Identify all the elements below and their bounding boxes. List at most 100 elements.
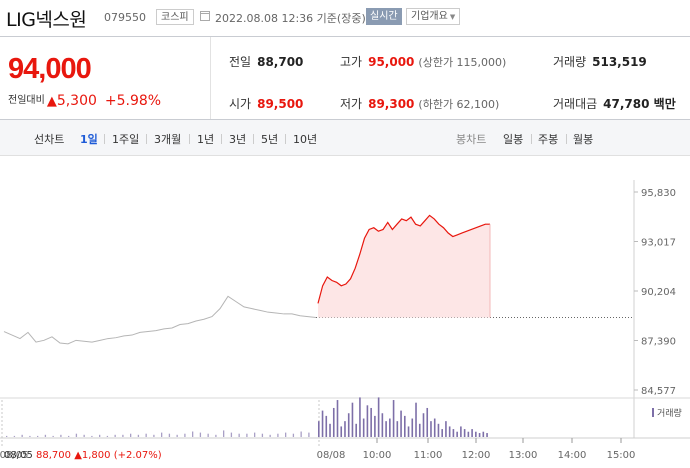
tab-separator [566,134,567,144]
panel-divider [210,37,211,119]
tab-5y[interactable]: 5년 [261,133,279,146]
volume-bar [422,413,425,437]
tab-10y[interactable]: 10년 [293,133,318,146]
tab-3y[interactable]: 3년 [229,133,247,146]
volume-bar [75,433,78,437]
volume-legend-label: 거래량 [657,409,682,419]
volume-bar [137,434,140,437]
tab-daily[interactable]: 일봉 [503,133,524,146]
chart-period-tabs: 선차트 1일 1주일 3개월 1년 3년 5년 10년 봉차트 일봉 주봉 월봉 [0,120,690,156]
stock-name: LIG넥스원 [6,9,87,31]
volume-bar [192,431,194,437]
stat-value: 95,000 [368,55,415,69]
volume-bar [68,435,70,437]
volume-bar [300,431,302,437]
volume-bar [332,407,335,437]
volume-bar [168,433,171,437]
x-tick-label: 12:00 [462,450,491,461]
x-tick-label: 13:00 [509,450,538,461]
volume-bar [347,413,350,437]
volume-bar [223,430,225,437]
stat-label: 거래량 [553,55,587,69]
volume-bar [254,432,256,437]
volume-bar [277,433,279,437]
stock-code: 079550 [104,11,146,24]
change-amount: 5,300 [56,93,97,109]
market-badge: 코스피 [156,9,194,25]
volume-bar [430,421,432,437]
volume-bar [336,400,339,437]
realtime-button[interactable]: 실시간 [366,8,402,25]
tab-separator [285,134,286,144]
volume-bar [37,435,39,437]
y-tick-label: 93,017 [641,238,676,249]
volume-bar [482,431,485,437]
stat-label: 거래대금 [553,97,598,111]
chevron-down-icon: ▼ [449,13,456,21]
stat-label: 전일 [229,55,252,69]
volume-bar [400,410,402,437]
volume-bar [460,426,462,437]
volume-bar [99,434,101,437]
tab-separator [104,134,105,144]
volume-bar [404,415,406,437]
tab-1d[interactable]: 1일 [80,133,98,146]
volume-bar [426,407,429,437]
company-overview-dropdown[interactable]: 기업개요 ▼ [406,8,461,25]
stock-header: LIG넥스원 079550 코스피 2022.08.08 12:36 기준(장중… [0,0,690,36]
volume-bar [433,418,436,437]
volume-bar [445,421,447,437]
volume-bar [329,423,331,437]
volume-bar [269,434,271,437]
y-tick-label: 95,830 [641,188,676,199]
volume-bar [362,418,365,437]
tab-separator [189,134,190,144]
volume-bar [161,432,163,437]
tab-separator [531,134,532,144]
tab-candle-chart[interactable]: 봉차트 [456,133,487,146]
volume-bar [114,434,116,437]
volume-bar [44,434,47,437]
calendar-icon [200,11,210,21]
volume-bar [441,429,443,437]
volume-bar [13,435,16,437]
tab-3m[interactable]: 3개월 [154,133,182,146]
volume-bar [355,423,357,437]
volume-bar [467,431,470,437]
volume-bar [389,418,391,437]
volume-bar [318,421,320,437]
volume-bar [486,433,488,437]
volume-bar [21,434,23,437]
x-tick-label: 08/08 [317,450,346,461]
stat-sub: (하한가 62,100) [418,98,500,111]
volume-bar [381,413,384,437]
tab-weekly[interactable]: 주봉 [538,133,559,146]
prev-day-close: 88,700 [36,450,72,461]
volume-bar [238,433,240,437]
tab-1y[interactable]: 1년 [197,133,215,146]
tab-monthly[interactable]: 월봉 [573,133,594,146]
y-tick-label: 84,577 [641,386,676,397]
volume-bar [415,402,417,437]
volume-bar [325,415,328,437]
stat-value: 88,700 [257,55,304,69]
stat-value: 89,300 [368,97,415,111]
stat-amount: 거래대금 47,780 백만 [553,95,676,112]
stat-label: 저가 [340,97,363,111]
tab-line-chart[interactable]: 선차트 [34,133,65,146]
y-tick-label: 90,204 [641,287,676,298]
volume-bar [145,433,147,437]
volume-bar [475,431,477,437]
volume-bar [359,397,361,437]
stat-low: 저가 89,300 (하한가 62,100) [340,95,499,112]
volume-bar [377,397,380,437]
tab-1w[interactable]: 1주일 [112,133,140,146]
volume-bar [448,426,451,437]
volume-bar [366,405,369,437]
volume-bar [418,423,421,437]
volume-bar [122,434,124,437]
stat-value: 47,780 백만 [603,97,676,111]
volume-bar [392,400,395,437]
company-overview-label: 기업개요 [411,11,448,22]
